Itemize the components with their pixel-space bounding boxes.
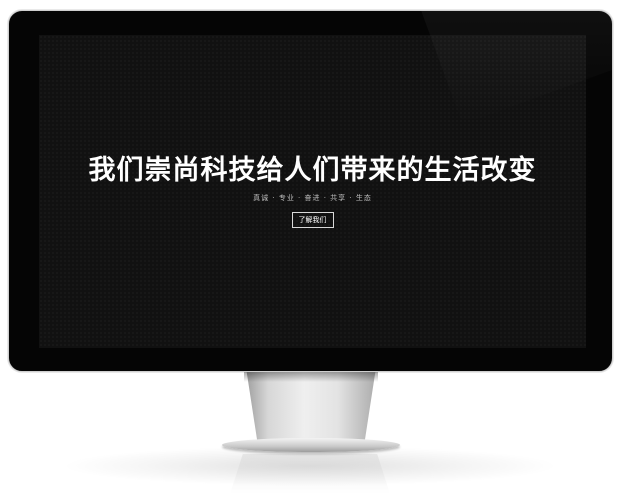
hero-title: 我们崇尚科技给人们带来的生活改变 [88, 155, 537, 186]
monitor-stand-shadow [244, 372, 378, 382]
monitor-stand-neck [246, 372, 376, 442]
monitor-bezel: 我们崇尚科技给人们带来的生活改变 真诚 · 专业 · 奋进 · 共享 · 生态 … [8, 10, 613, 372]
hero-tagline: 真诚 · 专业 · 奋进 · 共享 · 生态 [253, 194, 372, 202]
hero-section: 我们崇尚科技给人们带来的生活改变 真诚 · 专业 · 奋进 · 共享 · 生态 … [39, 153, 586, 228]
floor-shadow [60, 446, 560, 486]
learn-more-button[interactable]: 了解我们 [291, 212, 334, 228]
monitor-stand-base [222, 438, 400, 452]
monitor-screen: 我们崇尚科技给人们带来的生活改变 真诚 · 专业 · 奋进 · 共享 · 生态 … [39, 35, 586, 348]
stand-reflection [230, 454, 390, 494]
